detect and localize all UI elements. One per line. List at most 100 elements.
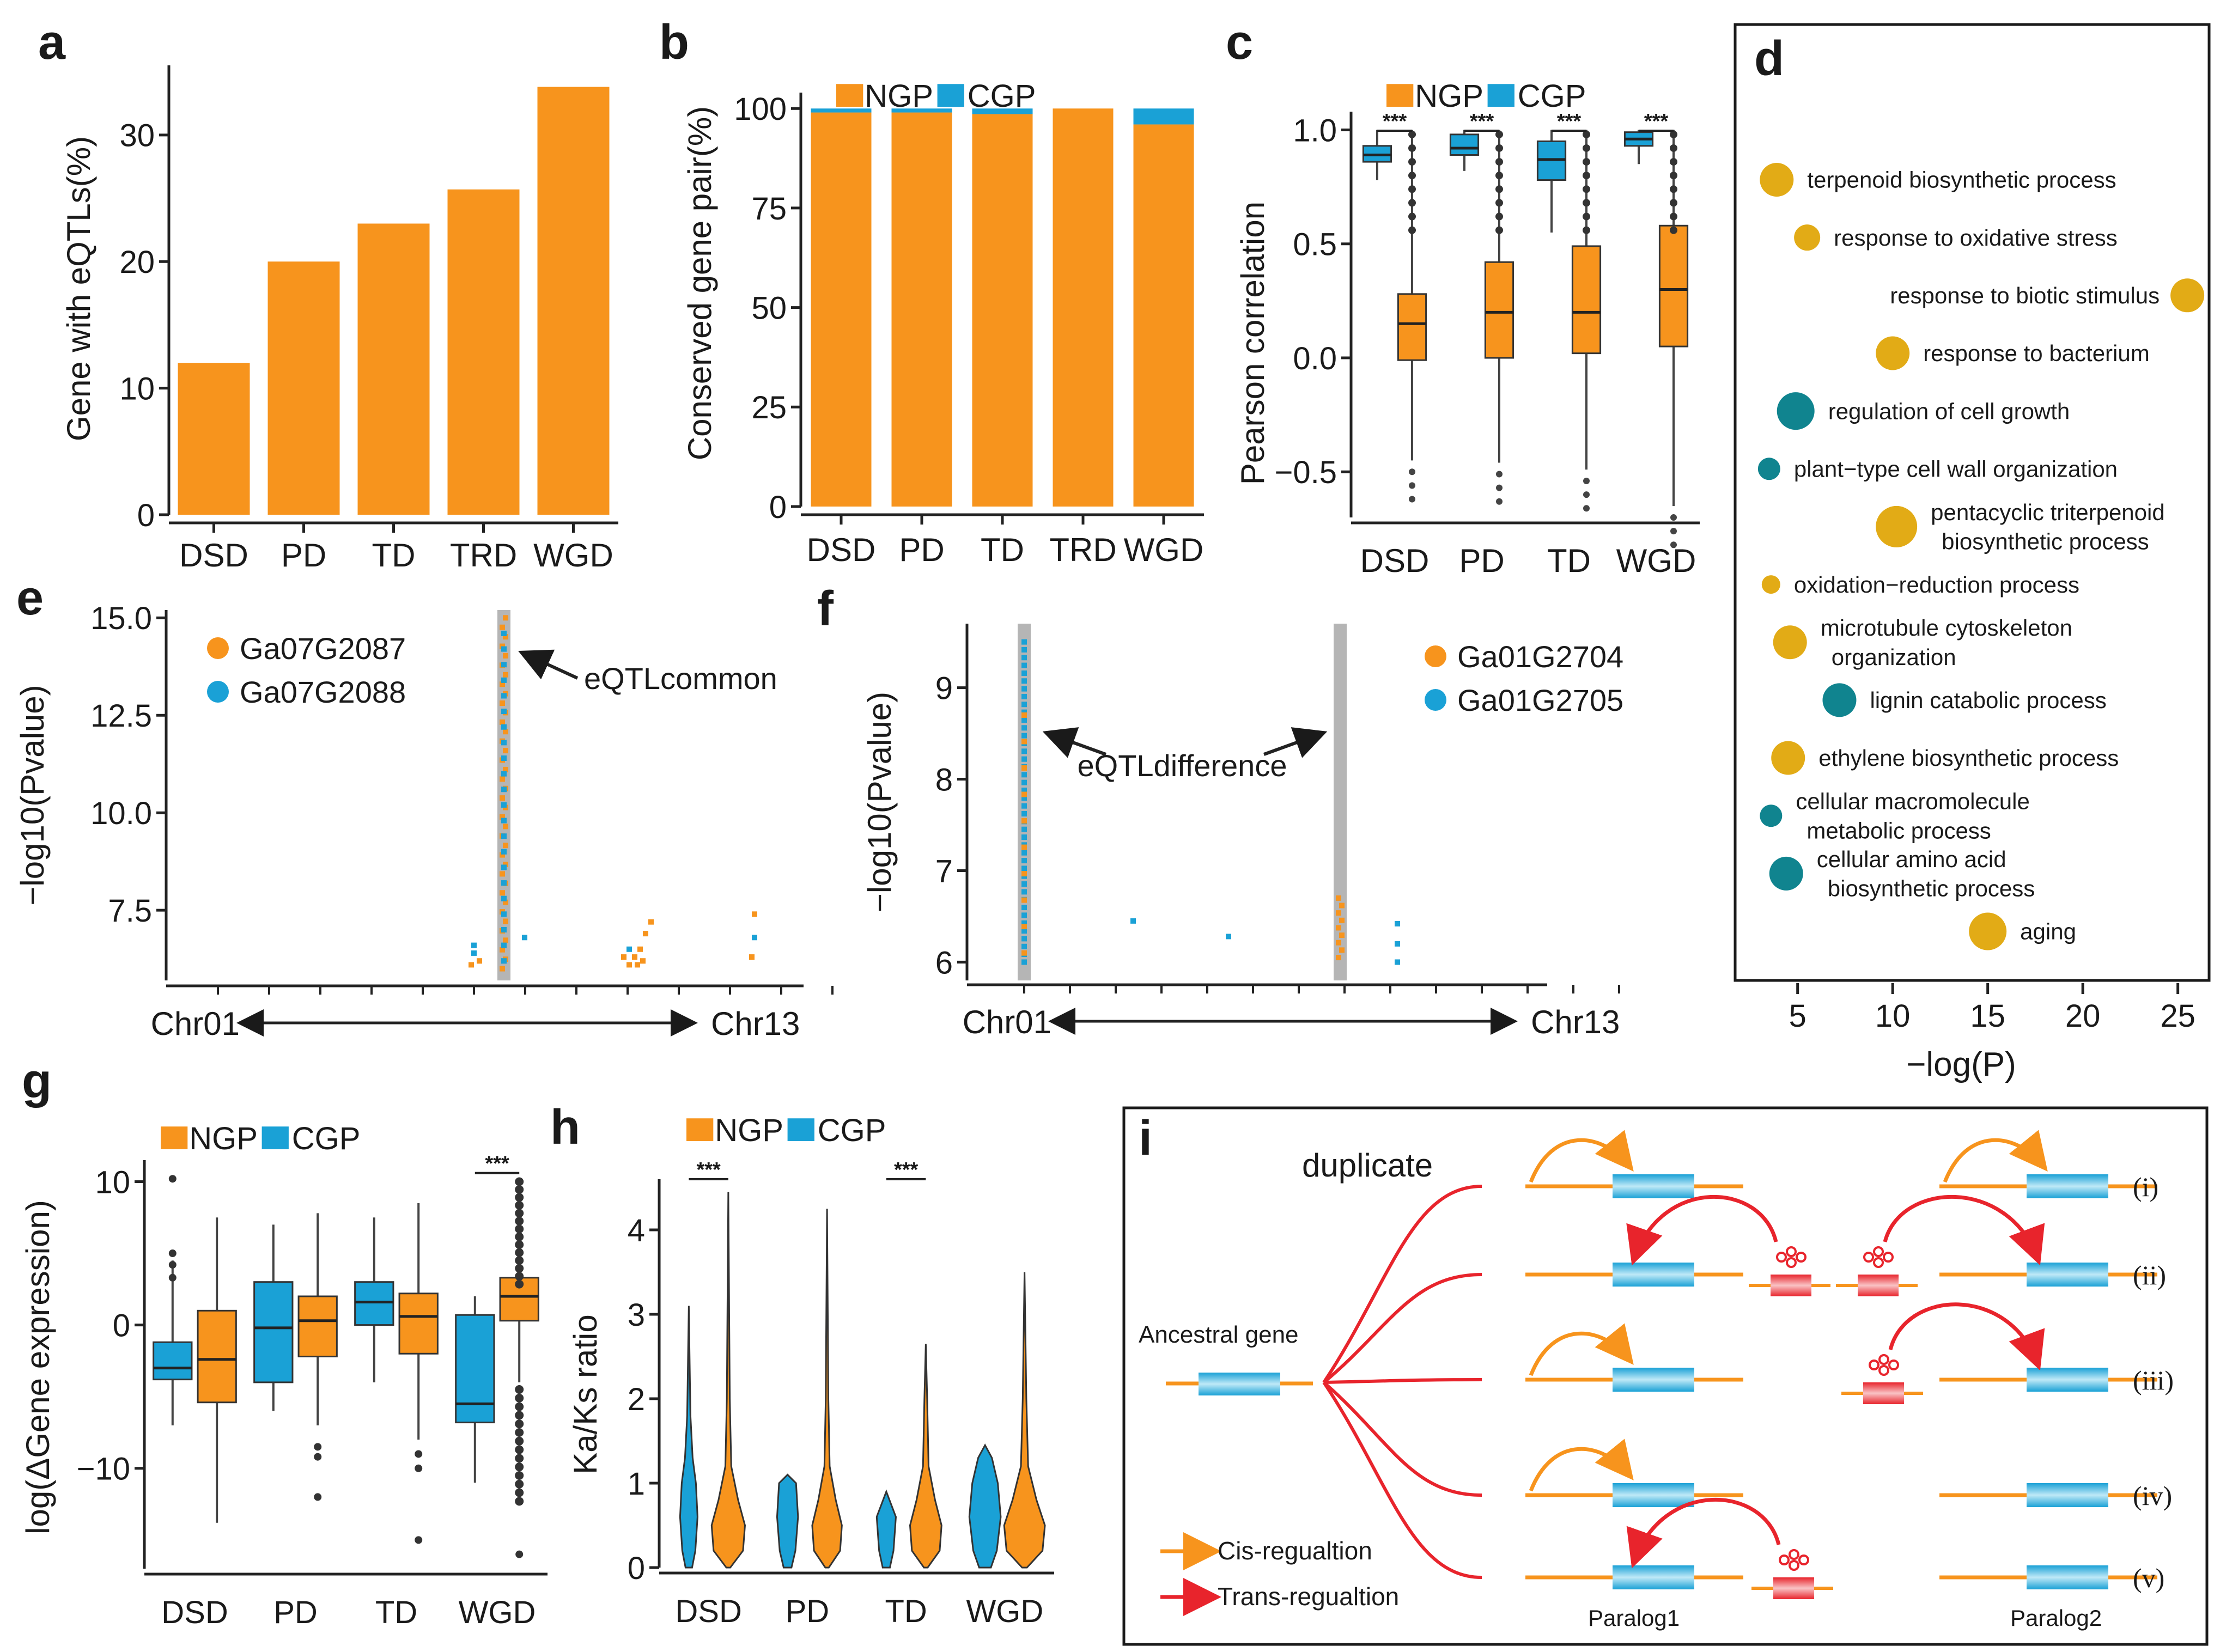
- snp-point: [1021, 928, 1027, 934]
- ngp-DSD-box: [1397, 293, 1427, 361]
- outlier: [515, 1193, 524, 1202]
- y-tick-label: 50: [751, 290, 787, 326]
- snp-point: [1021, 881, 1027, 887]
- outlier: [1496, 498, 1503, 505]
- cgp-WGD-box: [455, 1314, 495, 1424]
- term-label: terpenoid biosynthetic process: [1807, 167, 2116, 193]
- sig-label: ***: [1644, 110, 1669, 133]
- panel-label-b: b: [659, 15, 689, 70]
- snp-point: [501, 646, 507, 652]
- snp-point: [503, 766, 508, 772]
- snp-point: [1021, 772, 1027, 778]
- term-label-line1: cellular macromolecule: [1796, 789, 2030, 814]
- term-dot: [1771, 741, 1805, 775]
- eqtl-common-label: eQTLcommon: [584, 661, 777, 696]
- panel-label-d: d: [1754, 32, 1784, 86]
- paralog1-gene-box: [1613, 1174, 1694, 1198]
- term-label: plant−type cell wall organization: [1794, 456, 2118, 481]
- outlier: [415, 1536, 423, 1544]
- outlier: [1583, 172, 1590, 180]
- x-tick-label: WGD: [966, 1594, 1044, 1629]
- y-tick-label: 3: [628, 1297, 645, 1333]
- term-label: response to oxidative stress: [1834, 225, 2118, 251]
- snp-point: [637, 946, 643, 952]
- snp-point: [1021, 779, 1027, 785]
- paralog2-label: Paralog2: [2010, 1605, 2102, 1631]
- violin-cgp-TD: [875, 1489, 897, 1569]
- x-tick-label: DSD: [179, 537, 248, 574]
- eqtl-difference-arrow-right: [1263, 727, 1328, 758]
- outlier: [1670, 514, 1677, 521]
- outlier: [1496, 484, 1503, 491]
- snp-point: [1395, 959, 1400, 965]
- snp-point: [501, 895, 507, 901]
- trans-arrow: [1883, 1195, 2045, 1266]
- violin-cgp-WGD: [968, 1443, 1002, 1569]
- ancestral-gene-label: Ancestral gene: [1139, 1321, 1299, 1348]
- term-dot: [1876, 336, 1910, 370]
- legend-dot-1: [207, 637, 229, 659]
- snp-point: [501, 911, 507, 917]
- outlier: [515, 1264, 524, 1273]
- duplicate-label: duplicate: [1302, 1147, 1433, 1184]
- outlier: [515, 1488, 524, 1497]
- snp-point: [1021, 924, 1027, 930]
- legend-swatch-cgp: [937, 84, 964, 107]
- paralog1-gene-box: [1613, 1483, 1694, 1507]
- term-dot: [1794, 224, 1821, 251]
- snp-point: [1395, 941, 1400, 947]
- violin-ngp-DSD: [710, 1192, 746, 1569]
- tf-p2-protein: [1873, 1257, 1884, 1268]
- snp-point: [503, 672, 508, 678]
- panel-label-g: g: [22, 1054, 52, 1108]
- snp-point: [1130, 918, 1136, 924]
- snp-point: [1021, 655, 1027, 661]
- tf-p1-protein: [1776, 1252, 1787, 1263]
- snp-point: [501, 740, 507, 746]
- snp-point: [749, 954, 755, 960]
- outlier: [1408, 212, 1416, 221]
- outlier: [515, 1445, 524, 1454]
- snp-point: [503, 653, 508, 659]
- outlier: [515, 1200, 524, 1210]
- snp-point: [1021, 850, 1027, 856]
- snp-point: [752, 935, 757, 941]
- outlier: [515, 1402, 524, 1411]
- outlier: [515, 1428, 524, 1437]
- panel-label-f: f: [817, 582, 834, 636]
- trans-legend-label: Trans-regualtion: [1218, 1582, 1399, 1611]
- trans-arrow: [1626, 1195, 1778, 1266]
- legend-label-1: Ga01G2704: [1457, 639, 1623, 674]
- term-label: ethylene biosynthetic process: [1818, 745, 2119, 771]
- sig-label: ***: [894, 1159, 919, 1181]
- snp-point: [1336, 910, 1341, 916]
- y-tick-label: 25: [751, 390, 787, 425]
- bar-ngp-WGD: [1133, 124, 1194, 507]
- branch-curve: [1322, 1381, 1482, 1579]
- snp-point: [1021, 950, 1027, 956]
- cgp-DSD-box: [153, 1341, 193, 1381]
- outlier: [415, 1450, 423, 1458]
- snp-point: [503, 729, 508, 735]
- outlier: [1583, 505, 1590, 512]
- legend-swatch-ngp: [836, 84, 863, 107]
- bar-ngp-DSD: [811, 112, 872, 507]
- legend-swatch-ngp: [686, 1118, 714, 1141]
- cgp-PD-box: [1449, 133, 1480, 156]
- snp-point: [1339, 903, 1345, 909]
- term-label: cellular amino acid biosynthetic process: [1817, 846, 2035, 901]
- outlier: [515, 1471, 524, 1480]
- outlier: [1670, 541, 1677, 548]
- term-dot: [1876, 505, 1918, 547]
- snp-point: [1021, 717, 1027, 723]
- x-tick-label: DSD: [161, 1595, 228, 1630]
- outlier: [1583, 130, 1590, 138]
- legend-label-ngp: NGP: [189, 1121, 258, 1156]
- outlier: [515, 1454, 524, 1463]
- y-axis-title: Pearson correlation: [1234, 202, 1271, 485]
- tf-p2-protein: [1883, 1252, 1894, 1263]
- duplication-branches: [1322, 1185, 1482, 1579]
- snp-point: [471, 950, 477, 956]
- legend-swatch-cgp: [1487, 84, 1514, 107]
- snp-point: [1226, 934, 1231, 940]
